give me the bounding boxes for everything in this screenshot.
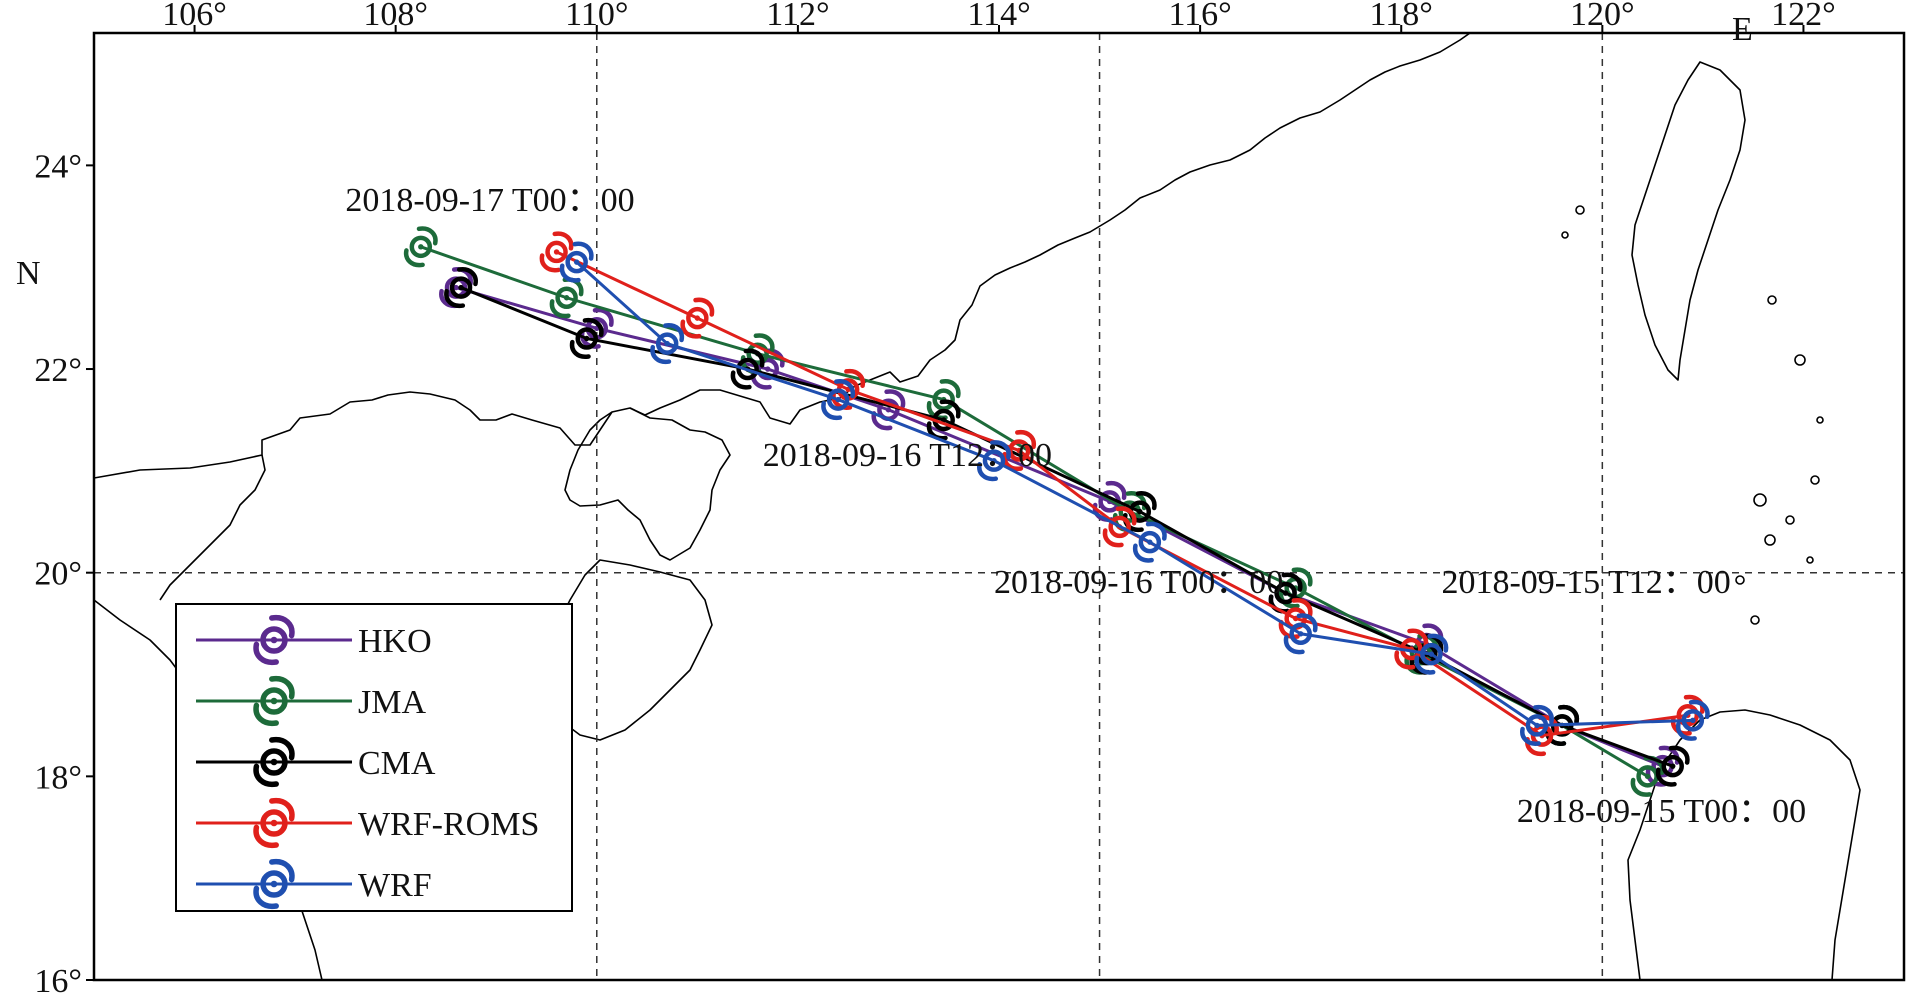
lon-tick-label: 110°	[565, 0, 628, 33]
island-outline	[1810, 475, 1820, 485]
lat-tick-label: 22°	[34, 352, 82, 389]
typhoon-icon	[539, 231, 574, 273]
legend-label: CMA	[358, 745, 436, 782]
time-annotation: 2018-09-15 T12：00	[1441, 564, 1730, 601]
lon-tick-label: 108°	[363, 0, 428, 33]
typhoon-tracks	[403, 226, 1710, 797]
luzon-coastline	[1627, 709, 1861, 980]
time-annotation: 2018-09-16 T00：00	[994, 564, 1283, 601]
mainland-coastline	[94, 33, 1471, 479]
lon-tick-label: 114°	[967, 0, 1030, 33]
island-outline	[1816, 416, 1824, 424]
typhoon-icon	[253, 736, 295, 788]
lat-tick-label: 16°	[34, 963, 82, 998]
grid-lines	[94, 33, 1904, 980]
legend-item-wrf: WRF	[196, 858, 432, 910]
island-outline	[1561, 231, 1569, 239]
typhoon-icon	[559, 241, 594, 283]
legend-item-hko: HKO	[196, 614, 432, 666]
typhoon-icon	[253, 614, 295, 666]
typhoon-icon	[680, 297, 715, 339]
lat-tick-label: 20°	[34, 556, 82, 593]
time-annotation: 2018-09-15 T00：00	[1517, 793, 1806, 830]
typhoon-icon	[1655, 745, 1690, 787]
island-outline	[1794, 354, 1806, 366]
typhoon-icon	[1675, 699, 1710, 741]
legend-label: HKO	[358, 623, 432, 660]
typhoon-icon	[650, 323, 685, 365]
typhoon-icon	[253, 797, 295, 849]
lon-tick-label: 122°	[1771, 0, 1836, 33]
legend-item-wrf-roms: WRF-ROMS	[196, 797, 539, 849]
legend: HKO JMA CMA WRF-ROMS WRF	[175, 603, 573, 912]
lon-suffix: E	[1732, 11, 1753, 48]
island-outline	[1767, 295, 1777, 305]
time-annotation: 2018-09-16 T12：00	[763, 437, 1052, 474]
time-annotations: 2018-09-17 T00：00 2018-09-16 T12：00 2018-0…	[345, 182, 1806, 830]
lon-tick-label: 120°	[1570, 0, 1635, 33]
legend-box	[175, 603, 573, 912]
track-jma	[403, 226, 1665, 797]
lon-tick-label: 116°	[1168, 0, 1231, 33]
typhoon-icon	[977, 440, 1011, 482]
typhoon-icon	[444, 267, 478, 309]
tonkin-coastline	[159, 454, 266, 601]
typhoon-icon	[253, 858, 295, 910]
legend-item-cma: CMA	[196, 736, 436, 788]
lat-tick-label: 18°	[34, 759, 82, 796]
track-wrf	[559, 241, 1710, 746]
time-annotation: 2018-09-17 T00：00	[345, 182, 634, 219]
axes: 106° 108° 110° 112° 114° 116° 118° 120° 122° 24° 2…	[34, 0, 1906, 998]
typhoon-icon	[1283, 613, 1318, 655]
island-outline	[1785, 515, 1795, 525]
legend-item-jma: JMA	[196, 675, 426, 727]
typhoon-icon	[253, 675, 295, 727]
typhoon-icon	[821, 379, 856, 421]
typhoon-icon	[569, 317, 604, 359]
typhoon-icon	[1132, 521, 1167, 563]
typhoon-icon	[403, 226, 438, 268]
lon-tick-label: 112°	[766, 0, 829, 33]
island-outline	[1753, 493, 1767, 507]
island-outline	[1806, 556, 1814, 564]
legend-label: WRF-ROMS	[358, 806, 539, 843]
leizhou-peninsula-coastline	[564, 407, 731, 561]
lon-tick-label: 118°	[1370, 0, 1433, 33]
legend-label: JMA	[358, 684, 426, 721]
lat-suffix: N	[16, 255, 41, 292]
typhoon-icon	[549, 277, 584, 319]
taiwan-coastline	[1631, 61, 1746, 381]
island-outline	[1575, 205, 1585, 215]
typhoon-icon	[730, 348, 765, 390]
typhoon-icon	[1414, 633, 1449, 675]
island-outline	[1735, 575, 1745, 585]
lon-tick-label: 106°	[162, 0, 227, 33]
typhoon-icon	[1394, 628, 1429, 670]
island-outline	[1750, 615, 1760, 625]
island-outline	[1764, 534, 1776, 546]
typhoon-icon	[1102, 506, 1137, 548]
lat-tick-label: 24°	[34, 148, 82, 185]
legend-label: WRF	[358, 867, 432, 904]
typhoon-icon	[1520, 704, 1554, 746]
